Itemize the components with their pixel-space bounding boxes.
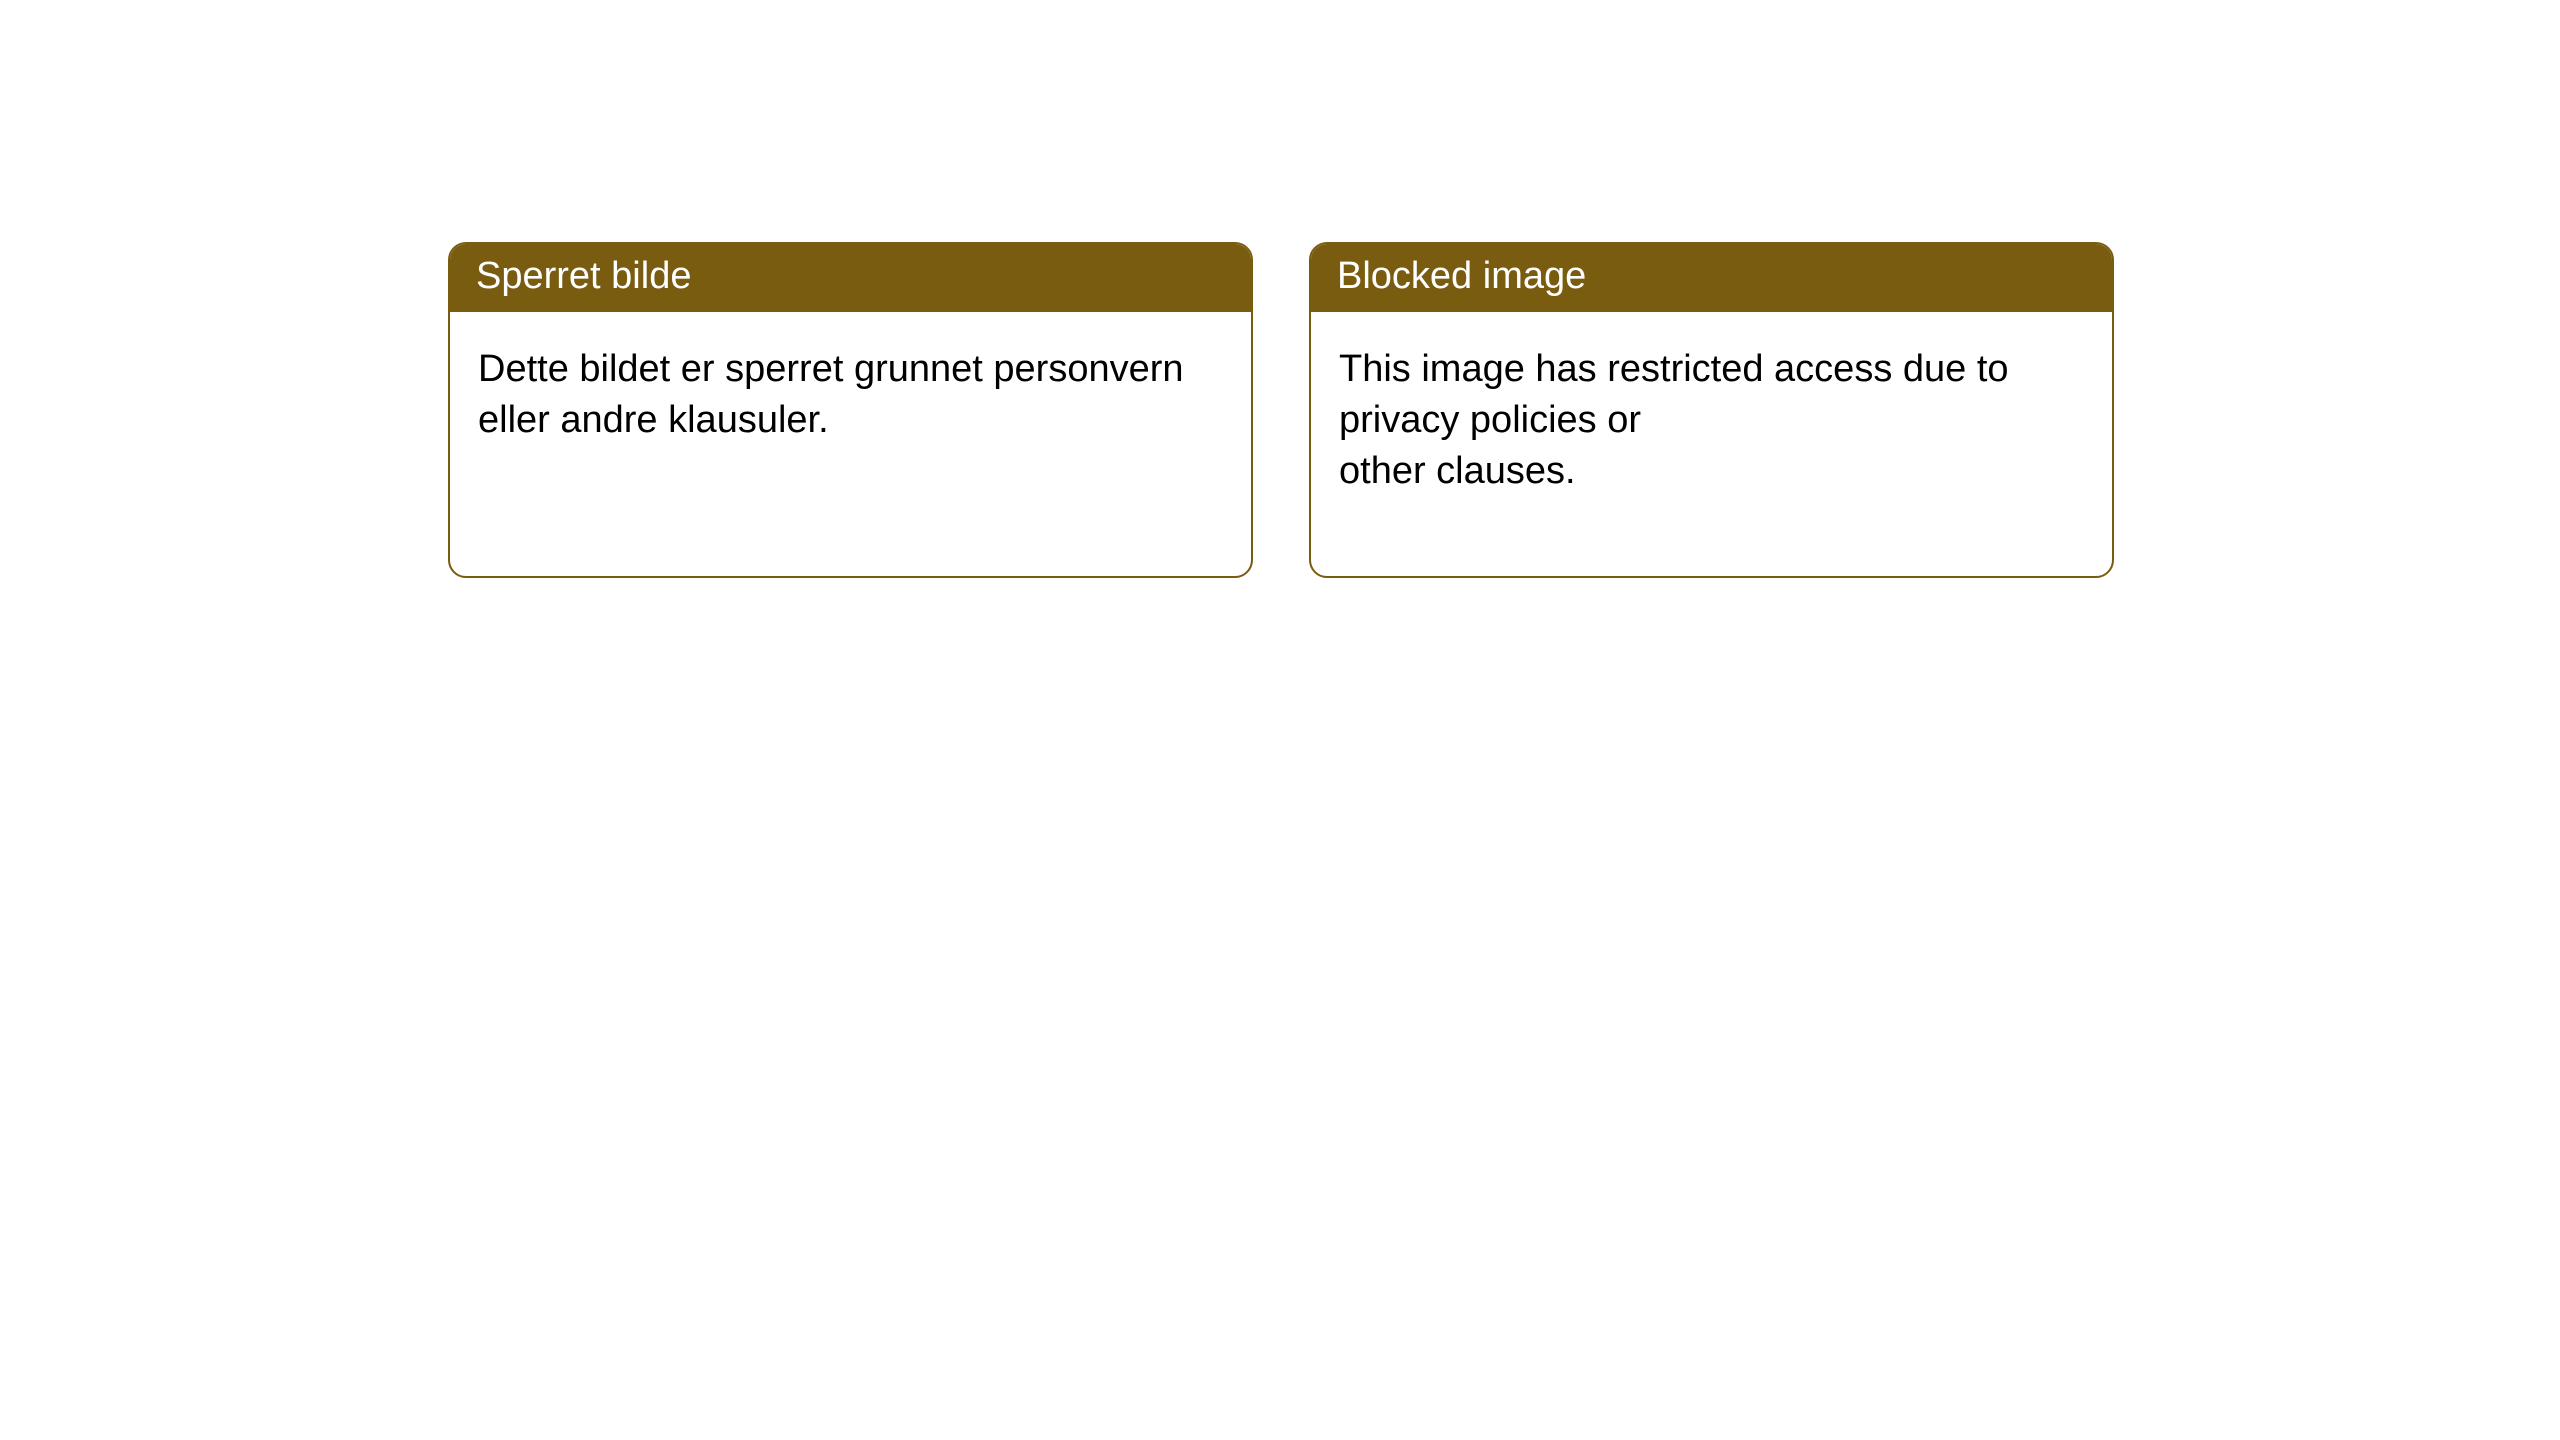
notice-card-body: This image has restricted access due to …: [1311, 312, 2112, 530]
notice-card-body: Dette bildet er sperret grunnet personve…: [450, 312, 1251, 479]
notice-card-title: Sperret bilde: [450, 244, 1251, 312]
notice-card-title: Blocked image: [1311, 244, 2112, 312]
notice-card-english: Blocked image This image has restricted …: [1309, 242, 2114, 578]
notice-cards-container: Sperret bilde Dette bildet er sperret gr…: [0, 0, 2560, 578]
notice-card-norwegian: Sperret bilde Dette bildet er sperret gr…: [448, 242, 1253, 578]
